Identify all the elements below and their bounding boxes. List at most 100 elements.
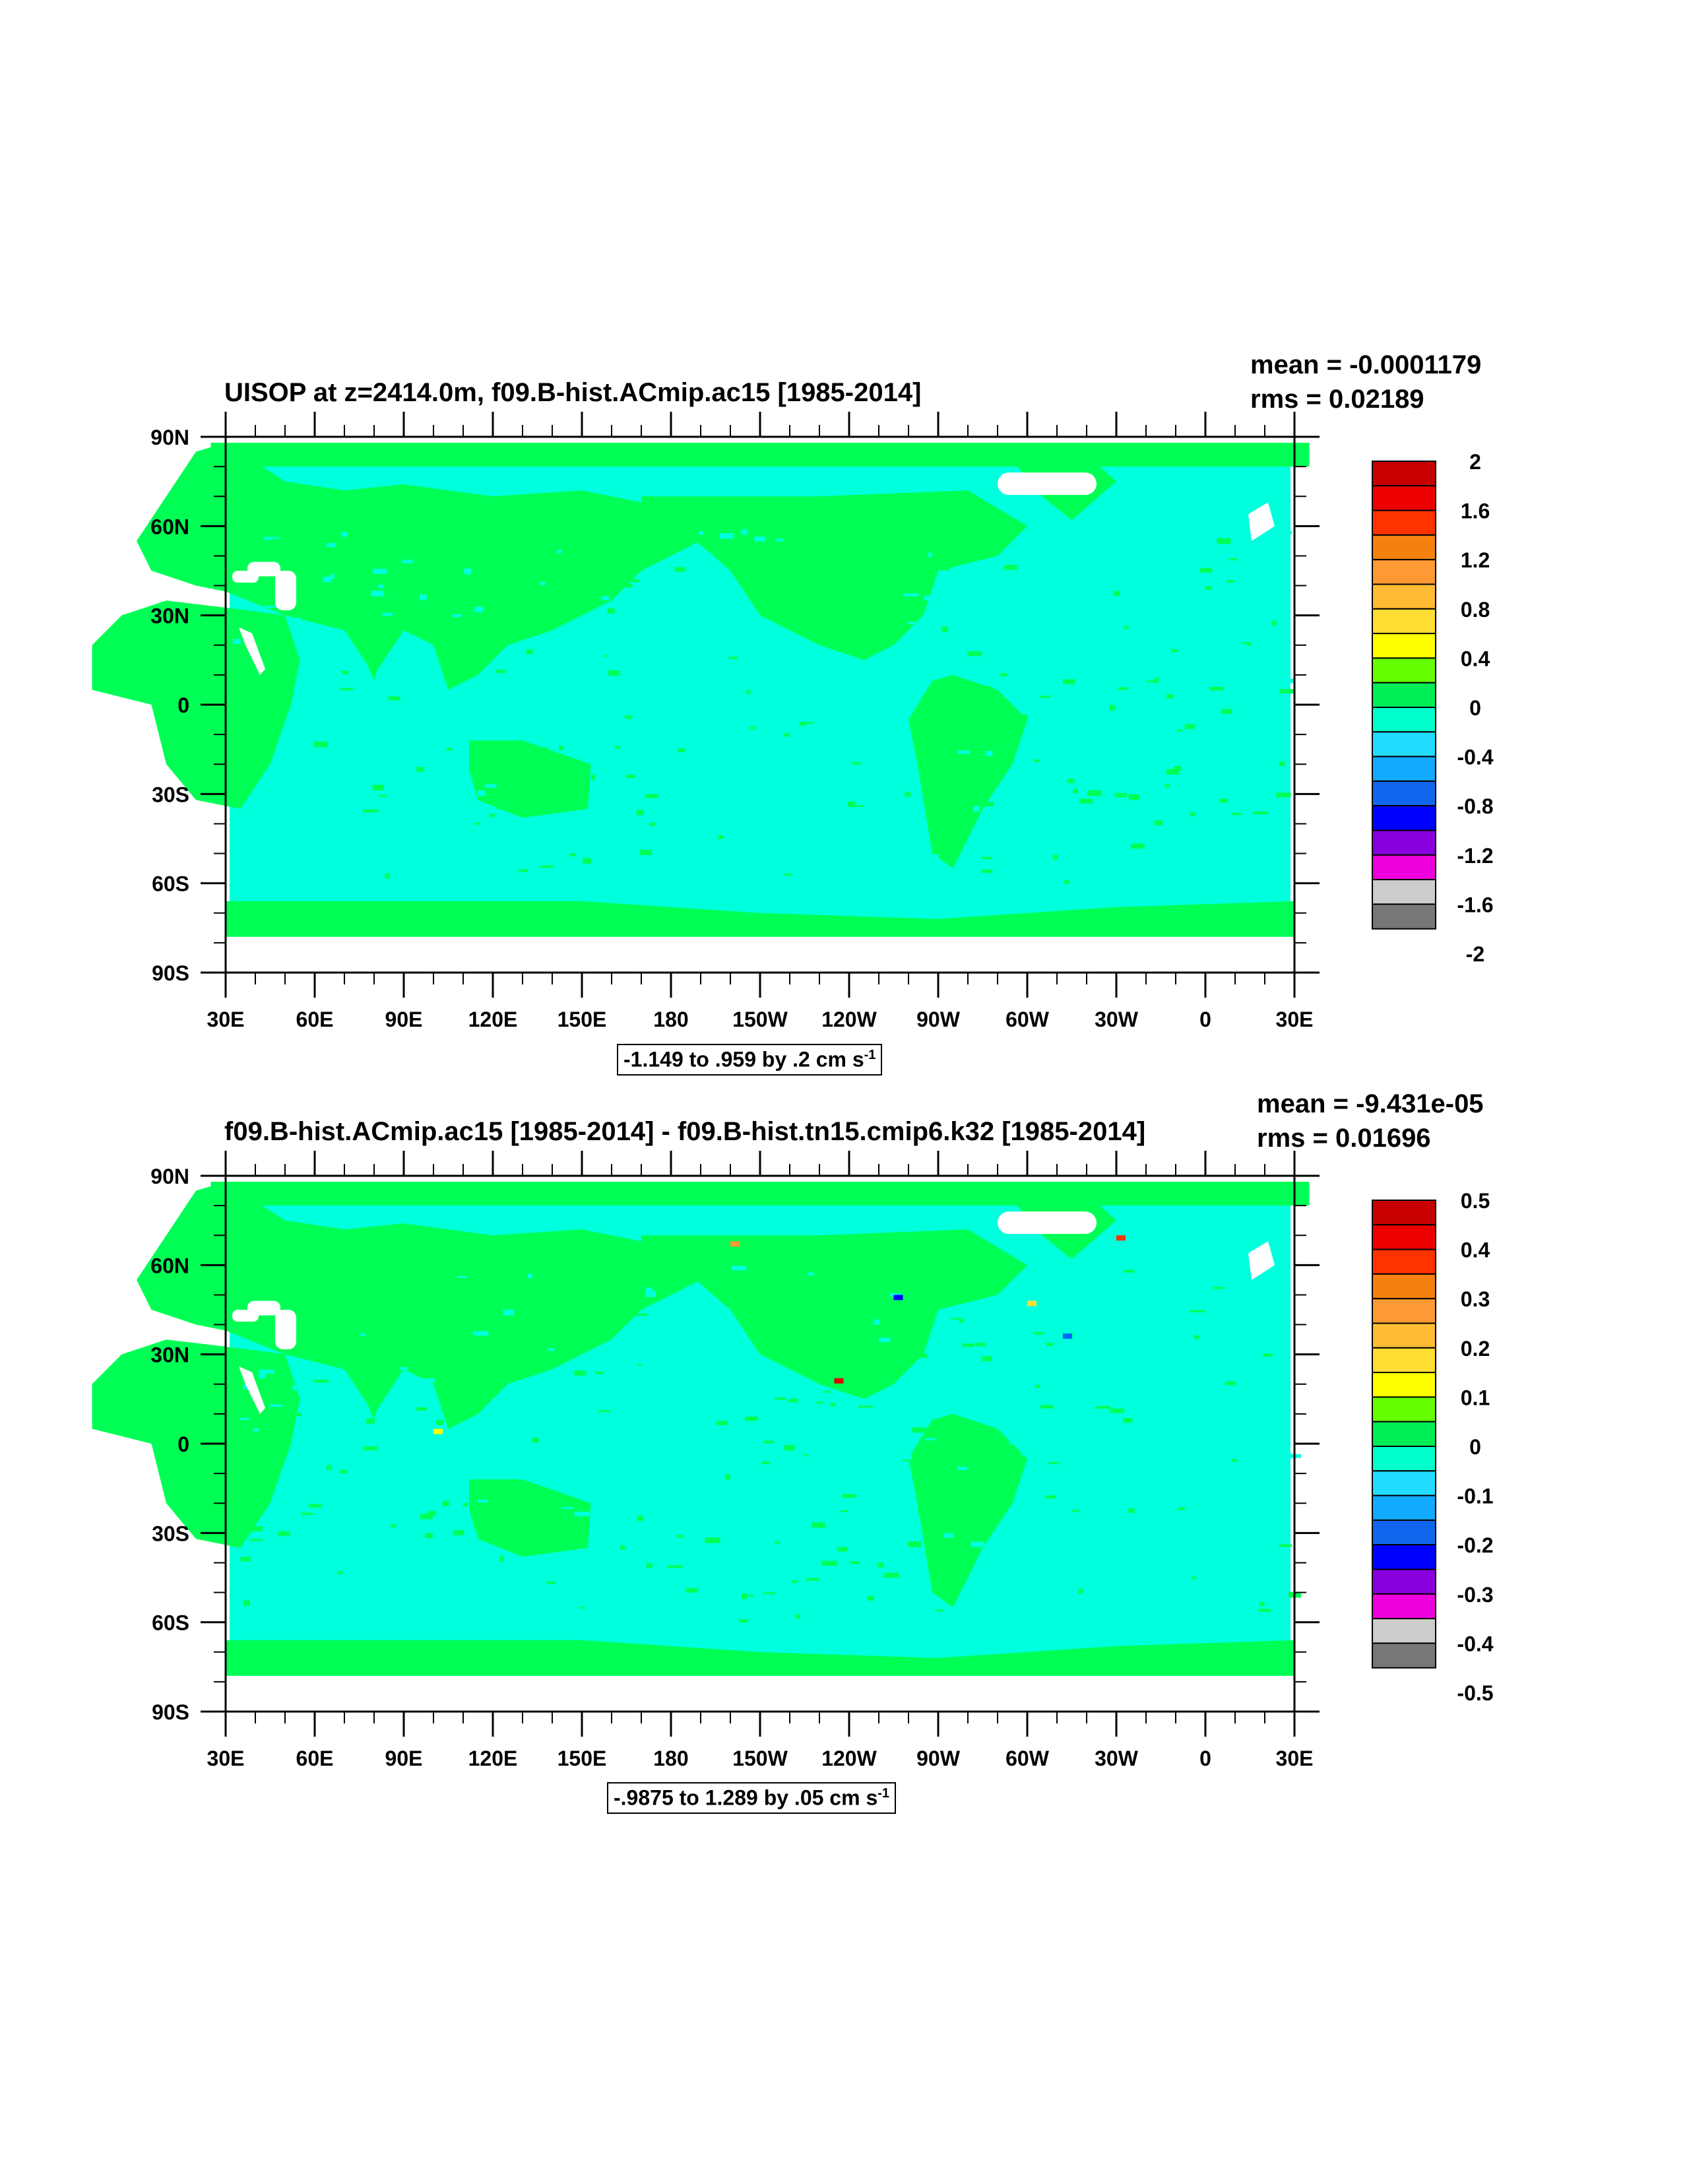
speckle-cell xyxy=(323,576,332,583)
colorbar-label: -0.4 xyxy=(1457,1632,1493,1655)
colorbar-label: -0.4 xyxy=(1457,746,1493,769)
speckle-cell xyxy=(964,1322,978,1325)
speckle-cell xyxy=(352,1491,367,1496)
speckle-cell xyxy=(617,1430,623,1434)
speckle-cell xyxy=(817,534,826,538)
speckle-cell xyxy=(1136,1425,1151,1430)
speckle-cell xyxy=(579,1607,585,1609)
speckle-cell xyxy=(611,1562,623,1564)
speckle-cell xyxy=(973,806,980,812)
speckle-cell xyxy=(291,618,302,622)
speckle-cell xyxy=(1266,748,1273,752)
speckle-cell xyxy=(503,1309,515,1316)
speckle-cell xyxy=(1287,531,1292,534)
speckle-cell xyxy=(477,790,485,796)
speckle-cell xyxy=(883,793,895,798)
speckle-cell xyxy=(720,533,734,539)
speckle-cell xyxy=(698,1317,714,1321)
speckle-cell xyxy=(1250,1413,1264,1419)
colorbar-label: -0.5 xyxy=(1457,1681,1493,1705)
speckle-cell xyxy=(1051,872,1063,876)
speckle-cell xyxy=(878,1337,891,1343)
speckle-cell xyxy=(442,714,451,717)
speckle-cell xyxy=(345,1345,354,1349)
missing-data-region xyxy=(232,571,259,583)
speckle-cell xyxy=(558,746,564,751)
speckle-cell xyxy=(976,1342,986,1347)
speckle-cell xyxy=(925,1294,930,1297)
speckle-cell xyxy=(578,1403,588,1406)
speckle-cell xyxy=(903,593,919,596)
missing-data-region xyxy=(275,571,296,610)
speckle-cell xyxy=(978,686,991,690)
speckle-cell xyxy=(330,573,335,579)
speckle-cell xyxy=(804,1454,809,1456)
speckle-cell xyxy=(502,747,509,750)
colorbar-box xyxy=(1372,805,1436,831)
speckle-cell xyxy=(366,786,380,788)
colorbar-box xyxy=(1372,879,1436,905)
speckle-cell xyxy=(257,1390,271,1395)
speckle-cell xyxy=(1124,1269,1135,1273)
anomaly-cell xyxy=(893,1295,903,1301)
speckle-cell xyxy=(1097,1466,1103,1469)
colorbar-label: 0.2 xyxy=(1461,1337,1490,1361)
speckle-cell xyxy=(837,1547,848,1552)
colorbar-box xyxy=(1372,682,1436,708)
speckle-cell xyxy=(280,800,290,803)
panel-top: UISOP at z=2414.0m, f09.B-hist.ACmip.ac1… xyxy=(0,0,1689,1076)
colorbar-label: 2 xyxy=(1469,450,1481,474)
speckle-cell xyxy=(682,1489,688,1496)
lon-tick-label: 90E xyxy=(385,1008,423,1031)
speckle-cell xyxy=(1166,769,1179,775)
land-layer xyxy=(92,443,1310,937)
lon-tick-label: 0 xyxy=(1199,1747,1211,1770)
speckle-cell xyxy=(1279,761,1285,767)
speckle-cell xyxy=(304,1617,317,1621)
speckle-cell xyxy=(1102,1412,1111,1419)
colorbar-box xyxy=(1372,1396,1436,1423)
speckle-cell xyxy=(346,697,356,699)
speckle-cell xyxy=(1173,766,1182,771)
speckle-cell xyxy=(782,1385,792,1388)
speckle-cell xyxy=(1046,1342,1054,1346)
speckle-cell xyxy=(1192,1576,1197,1580)
speckle-cell xyxy=(1225,1381,1236,1386)
speckle-cell xyxy=(1124,626,1129,629)
speckle-cell xyxy=(1052,854,1058,860)
speckle-cell xyxy=(380,1349,385,1352)
speckle-cell xyxy=(278,1531,290,1536)
speckle-cell xyxy=(1199,567,1213,573)
speckle-cell xyxy=(957,750,970,754)
speckle-cell xyxy=(258,1372,266,1379)
missing-data-region xyxy=(226,1675,1294,1712)
speckle-cell xyxy=(746,690,751,695)
speckle-cell xyxy=(232,639,241,645)
missing-data-region xyxy=(1248,1241,1275,1280)
missing-data-region xyxy=(1248,502,1275,541)
speckle-cell xyxy=(741,1593,748,1599)
speckle-cell xyxy=(639,849,653,855)
south-america-land xyxy=(908,1413,1027,1608)
speckle-cell xyxy=(1276,792,1291,798)
speckle-cell xyxy=(867,1595,874,1601)
australia-land xyxy=(469,1479,591,1557)
speckle-cell xyxy=(980,802,994,807)
speckle-cell xyxy=(902,1455,912,1460)
lon-tick-label: 30E xyxy=(1276,1747,1314,1770)
lat-tick-label: 90S xyxy=(152,1700,189,1724)
ocean-speckle-layer xyxy=(232,526,1296,884)
land-layer xyxy=(92,1182,1310,1676)
speckle-cell xyxy=(1164,784,1170,788)
speckle-cell xyxy=(949,624,963,629)
speckle-cell xyxy=(718,835,724,839)
speckle-cell xyxy=(467,1532,478,1536)
speckle-cell xyxy=(325,1339,332,1344)
speckle-cell xyxy=(850,1561,860,1564)
speckle-cell xyxy=(466,1403,474,1407)
speckle-cell xyxy=(238,655,249,658)
speckle-cell xyxy=(1161,680,1166,682)
speckle-cell xyxy=(1213,1287,1224,1289)
speckle-cell xyxy=(1045,1495,1056,1499)
speckle-cell xyxy=(1141,814,1146,817)
